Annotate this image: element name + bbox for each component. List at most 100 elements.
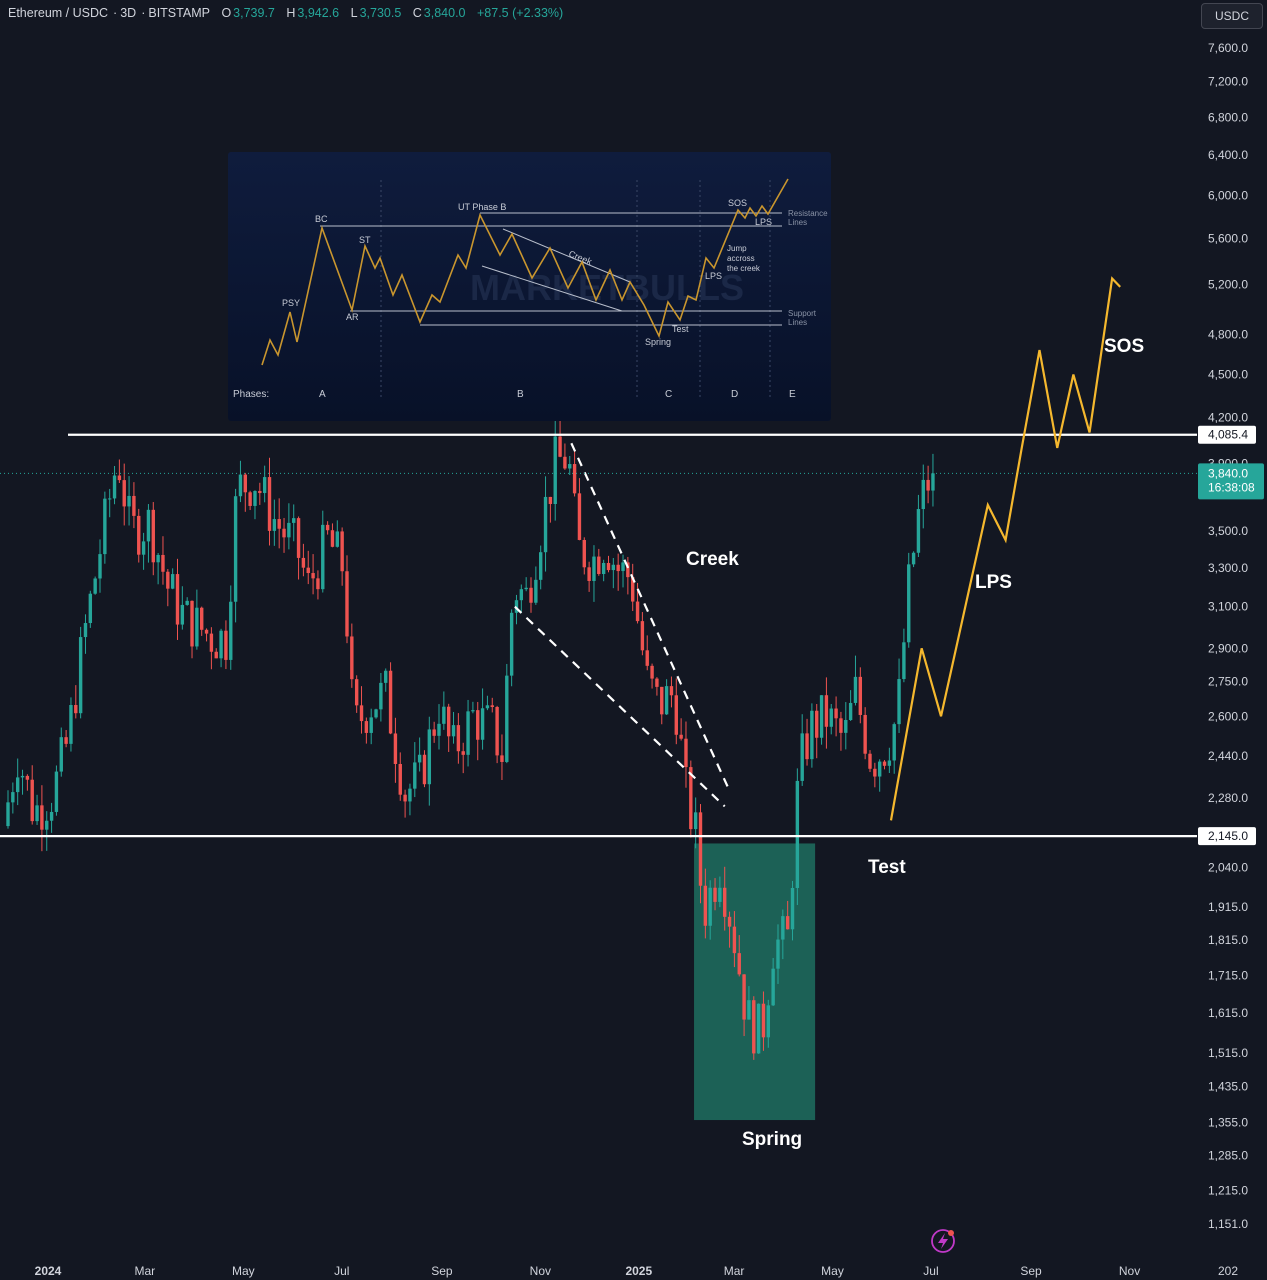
y-tick-label: 2,040.0 bbox=[1208, 860, 1248, 874]
candle bbox=[20, 769, 25, 795]
candle bbox=[209, 627, 214, 670]
candle bbox=[631, 563, 635, 612]
candle bbox=[219, 628, 223, 668]
symbol-name[interactable]: Ethereum / USDC bbox=[8, 6, 109, 20]
candle bbox=[558, 416, 562, 458]
candle bbox=[737, 935, 741, 977]
candle bbox=[335, 520, 340, 548]
candle bbox=[185, 597, 189, 606]
interval[interactable]: 3D bbox=[120, 6, 137, 20]
y-tick-label: 2,600.0 bbox=[1208, 709, 1248, 723]
phase-dividers bbox=[380, 180, 771, 398]
candle bbox=[340, 527, 344, 586]
candle bbox=[330, 523, 335, 548]
annotation-creek: Creek bbox=[686, 549, 739, 570]
y-tick-label: 6,800.0 bbox=[1208, 110, 1248, 124]
candle bbox=[127, 476, 131, 526]
y-tick-label: 1,355.0 bbox=[1208, 1115, 1248, 1129]
inset-phase-d: D bbox=[731, 389, 738, 400]
x-tick-label: May bbox=[232, 1264, 255, 1278]
candle bbox=[684, 721, 688, 788]
candle bbox=[907, 552, 911, 648]
candle bbox=[364, 717, 369, 744]
y-tick-label: 5,200.0 bbox=[1208, 277, 1248, 291]
y-tick-label: 7,600.0 bbox=[1208, 41, 1248, 55]
candle bbox=[30, 765, 34, 825]
candle bbox=[59, 727, 63, 777]
candle bbox=[606, 555, 611, 573]
candle bbox=[805, 718, 809, 766]
creek-lines bbox=[514, 442, 729, 808]
inset-label-sup-2: Lines bbox=[788, 318, 807, 327]
y-tick-label: 4,200.0 bbox=[1208, 411, 1248, 425]
inset-label-psy: PSY bbox=[282, 298, 300, 308]
candle bbox=[146, 504, 151, 563]
candle bbox=[844, 702, 848, 750]
candle bbox=[621, 554, 625, 588]
candle bbox=[45, 811, 49, 851]
x-tick-label: 2024 bbox=[35, 1264, 62, 1278]
current-price-badge: 3,840.0 16:38:08 bbox=[1198, 463, 1264, 500]
candle bbox=[451, 711, 456, 744]
candle bbox=[645, 635, 649, 671]
annotation-spring: Spring bbox=[742, 1129, 802, 1150]
inset-phase-b: B bbox=[517, 389, 524, 400]
candle bbox=[413, 742, 417, 798]
candle bbox=[248, 490, 252, 511]
inset-label-lps-mid: LPS bbox=[705, 271, 722, 281]
candle bbox=[471, 701, 475, 714]
current-price-countdown: 16:38:08 bbox=[1208, 480, 1255, 494]
inset-label-lps-top: LPS bbox=[755, 217, 772, 227]
candle bbox=[616, 553, 620, 591]
candle bbox=[882, 760, 887, 770]
candle bbox=[137, 508, 141, 563]
candle bbox=[650, 663, 654, 689]
candle bbox=[350, 623, 354, 688]
candle bbox=[926, 465, 930, 504]
currency-button[interactable]: USDC bbox=[1201, 3, 1263, 29]
candle bbox=[117, 459, 122, 483]
candle bbox=[180, 586, 185, 630]
candle bbox=[892, 722, 896, 774]
candle bbox=[384, 668, 388, 692]
candle bbox=[78, 626, 83, 719]
candle bbox=[485, 695, 490, 711]
candle bbox=[161, 536, 165, 585]
time-axis[interactable]: 2024 Mar May Jul Sep Nov 2025 Mar May Jul Sep Nov 20… bbox=[35, 1264, 1239, 1278]
x-tick-label: Mar bbox=[724, 1264, 745, 1278]
y-tick-label: 4,800.0 bbox=[1208, 327, 1248, 341]
x-tick-label: Nov bbox=[1119, 1264, 1140, 1278]
candle bbox=[282, 517, 286, 553]
candle bbox=[417, 737, 422, 772]
symbol-header: Ethereum / USDC · 3D · BITSTAMP O 3,739.7 H 3,… bbox=[8, 6, 564, 20]
wyckoff-inset: MARKETBULLS PSY BC ST AR UT Phase B Cree… bbox=[228, 152, 831, 421]
candle bbox=[6, 790, 10, 829]
inset-phases-title: Phases: bbox=[233, 389, 269, 400]
candle bbox=[819, 695, 824, 745]
candle bbox=[480, 688, 485, 750]
candle bbox=[98, 539, 102, 593]
lightning-icon[interactable] bbox=[931, 1229, 955, 1253]
price-axis[interactable]: 7,600.0 7,200.0 6,800.0 6,400.0 6,000.0 5,600… bbox=[1208, 41, 1248, 1231]
low-label: L bbox=[350, 6, 358, 20]
candle bbox=[15, 758, 20, 806]
y-tick-label: 7,200.0 bbox=[1208, 75, 1248, 89]
annotation-lps: LPS bbox=[975, 572, 1012, 593]
high-value: 3,942.6 bbox=[297, 6, 340, 20]
inset-label-sup-1: Support bbox=[788, 309, 817, 318]
inset-price-path bbox=[261, 178, 789, 366]
candle bbox=[442, 691, 446, 730]
candle bbox=[214, 648, 218, 659]
candle bbox=[233, 488, 238, 623]
candle bbox=[83, 614, 88, 654]
candle bbox=[548, 496, 553, 523]
candle bbox=[911, 551, 916, 568]
inset-label-ut: UT Phase B bbox=[458, 202, 506, 212]
candle bbox=[64, 730, 68, 748]
candle bbox=[563, 443, 567, 470]
inset-phase-e: E bbox=[789, 389, 796, 400]
candle bbox=[325, 521, 330, 535]
candle bbox=[572, 451, 577, 497]
candle bbox=[664, 679, 669, 715]
